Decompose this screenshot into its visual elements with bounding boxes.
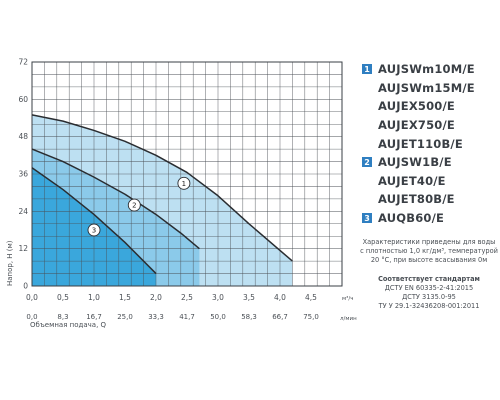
note-line: с плотностью 1,0 кг/дм³, температурой <box>360 247 498 256</box>
standard-item: ДСТУ 3135.0-95 <box>402 293 456 302</box>
x-tick-label-lpm: 58,3 <box>241 313 257 321</box>
note-line: 20 °С, при высоте всасывания 0м <box>370 256 488 265</box>
y-tick-label: 36 <box>18 170 28 179</box>
x-tick-label-lpm: 50,0 <box>210 313 226 321</box>
model-name: AUJEX500/E <box>378 99 455 114</box>
x-tick-label-lpm: 25,0 <box>117 313 133 321</box>
x-unit-lpm: л/мин <box>340 316 357 322</box>
curve-line-3 <box>31 167 157 275</box>
x-tick-label: 3,0 <box>212 293 224 302</box>
curve-labels: 1 2 3 <box>87 176 191 237</box>
model-name: AUQB60/E <box>378 211 445 226</box>
model-row: 1 AUJSWm10M/E <box>362 60 498 79</box>
plot-frame <box>31 61 343 287</box>
x-tick-label-lpm: 66,7 <box>272 313 288 321</box>
x-tick-label: 3,5 <box>243 293 255 302</box>
x-axis-label: Объемная подача, Q <box>30 321 107 329</box>
curve-line-2 <box>31 148 200 250</box>
group-number-badge: 3 <box>362 213 372 224</box>
x-tick-label: 2,0 <box>150 293 162 302</box>
model-row: AUJSWm15M/E <box>362 79 498 98</box>
x-tick-label: 1,0 <box>88 293 100 302</box>
model-name: AUJET40/E <box>378 173 446 188</box>
curve-line-1 <box>31 114 293 262</box>
model-row: AUJEX500/E <box>362 97 498 116</box>
x-unit-m3h: м³/ч <box>342 295 353 302</box>
standards-title: Соответствует стандартам <box>378 274 480 283</box>
chart-grid <box>31 61 343 287</box>
group-number-badge: 2 <box>362 157 372 168</box>
x-tick-label: 2,5 <box>181 293 193 302</box>
x-tick-label-lpm: 8,3 <box>57 313 68 321</box>
model-name: AUJEX750/E <box>378 118 455 133</box>
model-name: AUJET110B/E <box>378 136 463 151</box>
model-list: 1 AUJSWm10M/E AUJSWm15M/E AUJEX500/E AUJEX75… <box>362 60 498 227</box>
x-tick-label: 4,0 <box>274 293 286 302</box>
model-name: AUJSWm15M/E <box>378 80 475 95</box>
group-number-badge: 1 <box>362 64 372 75</box>
x-tick-label: 1,5 <box>119 293 131 302</box>
x-tick-label-lpm: 75,0 <box>303 313 319 321</box>
note-line: Характеристики приведены для воды <box>362 238 496 246</box>
curve-label-2: 2 <box>132 202 136 210</box>
x-tick-label-lpm: 16,7 <box>86 313 102 321</box>
model-row: AUJET80B/E <box>362 190 498 209</box>
y-tick-label: 0 <box>23 282 28 291</box>
y-axis-label: Напор, H (м) <box>6 240 14 286</box>
curve-label-3: 3 <box>92 227 96 235</box>
x-tick-label: 0,5 <box>57 293 69 302</box>
model-row: 3 AUQB60/E <box>362 209 498 228</box>
curve-marker-1 <box>177 176 191 190</box>
model-name: AUJSWm10M/E <box>378 62 475 77</box>
x-tick-label: 4,5 <box>305 293 317 302</box>
curve-label-1: 1 <box>182 180 186 188</box>
x-tick-label-lpm: 41,7 <box>179 313 195 321</box>
notes-block: Характеристики приведены для воды с плот… <box>360 238 498 311</box>
curve-fills <box>32 114 293 286</box>
x-tick-label-lpm: 0,0 <box>26 313 37 321</box>
curve-marker-3 <box>87 223 101 237</box>
y-tick-label: 72 <box>18 58 28 67</box>
curve-lines <box>31 114 293 275</box>
model-row: AUJET110B/E <box>362 134 498 153</box>
curve-marker-2 <box>127 198 141 212</box>
model-name: AUJSW1B/E <box>378 155 452 170</box>
x-tick-label-lpm: 33,3 <box>148 313 164 321</box>
x-tick-label: 0,0 <box>26 293 38 302</box>
y-tick-label: 60 <box>18 95 28 104</box>
y-tick-label: 24 <box>18 207 28 216</box>
standard-item: ДСТУ EN 60335-2-41:2015 <box>384 283 474 292</box>
model-row: AUJET40/E <box>362 172 498 191</box>
y-tick-label: 12 <box>18 244 28 253</box>
model-row: AUJEX750/E <box>362 116 498 135</box>
standard-item: ТУ У 29.1-32436208-001:2011 <box>378 302 480 311</box>
model-name: AUJET80B/E <box>378 192 455 207</box>
model-row: 2 AUJSW1B/E <box>362 153 498 172</box>
y-tick-label: 48 <box>18 132 28 141</box>
